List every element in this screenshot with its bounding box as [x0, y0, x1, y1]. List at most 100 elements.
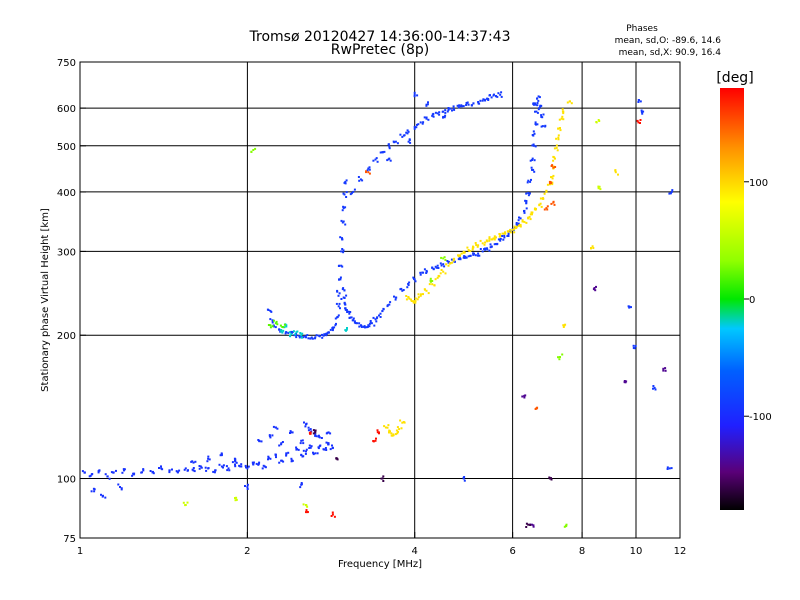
data-point — [390, 434, 393, 437]
data-point — [552, 200, 555, 203]
data-point — [420, 293, 422, 296]
data-point — [275, 456, 277, 459]
data-point — [91, 473, 94, 475]
data-point — [190, 460, 193, 463]
data-point — [539, 105, 542, 108]
data-point — [106, 475, 109, 478]
data-point — [317, 434, 320, 437]
data-point — [401, 421, 404, 424]
data-point — [234, 497, 236, 499]
data-point — [348, 312, 351, 315]
data-point — [401, 135, 404, 138]
data-point — [368, 172, 371, 175]
data-point — [281, 331, 284, 334]
data-point — [636, 119, 639, 122]
data-point — [228, 469, 231, 472]
data-point — [312, 453, 315, 456]
data-point — [457, 106, 460, 109]
data-point — [291, 459, 294, 462]
data-point — [212, 470, 215, 473]
data-point — [329, 432, 332, 435]
data-point — [532, 143, 535, 146]
data-point — [499, 237, 502, 240]
data-point — [142, 469, 145, 472]
data-point — [235, 498, 238, 501]
data-point — [310, 336, 313, 339]
data-point — [387, 424, 390, 427]
data-point — [171, 468, 173, 471]
data-point — [97, 471, 100, 474]
data-point — [652, 385, 655, 387]
data-point — [334, 317, 337, 320]
data-point — [662, 369, 665, 372]
data-point — [519, 225, 522, 228]
data-point — [452, 259, 455, 262]
data-point — [344, 307, 347, 310]
data-point — [267, 456, 270, 459]
data-point — [120, 488, 123, 491]
data-point — [267, 458, 269, 461]
data-point — [558, 118, 561, 121]
data-point — [268, 434, 271, 437]
data-point — [427, 101, 429, 104]
data-point — [341, 209, 344, 212]
data-point — [397, 430, 399, 433]
data-point — [352, 317, 355, 320]
data-point — [349, 193, 352, 196]
data-point — [123, 468, 126, 471]
data-point — [234, 499, 237, 502]
data-point — [309, 432, 311, 435]
data-point — [132, 472, 135, 475]
data-point — [346, 327, 348, 329]
data-point — [208, 458, 211, 461]
data-point — [297, 448, 300, 451]
data-point — [653, 386, 656, 389]
data-point — [449, 107, 452, 110]
data-point — [366, 169, 369, 172]
data-point — [527, 523, 530, 526]
data-point — [161, 468, 164, 471]
data-point — [463, 476, 466, 478]
data-point — [467, 103, 470, 106]
data-point — [207, 455, 210, 458]
data-point — [498, 233, 501, 235]
data-point — [213, 471, 216, 474]
data-point — [548, 183, 551, 186]
data-point — [431, 266, 434, 269]
data-point — [332, 327, 334, 330]
data-point — [280, 443, 283, 446]
x-tick-label: 8 — [579, 546, 585, 557]
data-point — [499, 93, 502, 96]
data-point — [482, 98, 485, 101]
data-point — [360, 324, 363, 327]
data-point — [557, 136, 560, 139]
data-point — [557, 134, 560, 137]
data-point — [314, 433, 317, 436]
data-point — [349, 311, 352, 313]
data-point — [257, 463, 260, 466]
data-point — [633, 347, 636, 350]
data-point — [412, 276, 415, 279]
data-point — [546, 183, 549, 186]
data-point — [402, 289, 405, 291]
data-point — [306, 511, 309, 513]
data-point — [509, 230, 512, 233]
data-point — [281, 441, 284, 443]
data-point — [375, 437, 377, 440]
data-point — [362, 325, 365, 328]
data-point — [438, 111, 441, 114]
data-point — [295, 446, 298, 449]
data-point — [376, 160, 379, 163]
data-point — [365, 326, 368, 329]
data-point — [393, 295, 395, 298]
data-point — [531, 211, 534, 214]
data-point — [338, 302, 341, 305]
data-point — [493, 243, 496, 246]
data-point — [351, 319, 354, 322]
data-point — [561, 115, 564, 118]
data-point — [424, 288, 426, 291]
data-point — [394, 140, 397, 143]
data-point — [666, 468, 669, 470]
data-point — [257, 439, 260, 441]
data-point — [528, 215, 531, 218]
